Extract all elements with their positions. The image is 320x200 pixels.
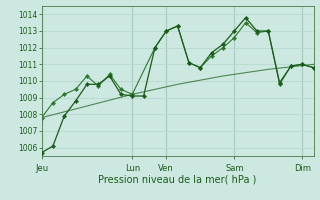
X-axis label: Pression niveau de la mer( hPa ): Pression niveau de la mer( hPa ): [99, 174, 257, 184]
